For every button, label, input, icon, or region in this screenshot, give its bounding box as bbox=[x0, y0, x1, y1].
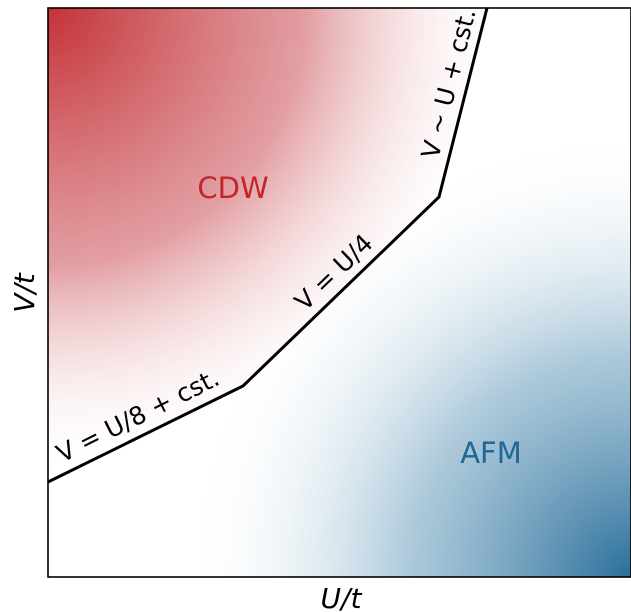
cdw-region bbox=[48, 8, 487, 482]
x-axis-label: U/t bbox=[321, 582, 363, 612]
y-axis-label: V/t bbox=[8, 272, 41, 313]
plot-frame bbox=[47, 7, 631, 578]
cdw-label: CDW bbox=[197, 171, 268, 205]
phase-boundary-line bbox=[47, 7, 489, 484]
afm-region bbox=[48, 8, 631, 577]
afm-label: AFM bbox=[460, 436, 522, 470]
